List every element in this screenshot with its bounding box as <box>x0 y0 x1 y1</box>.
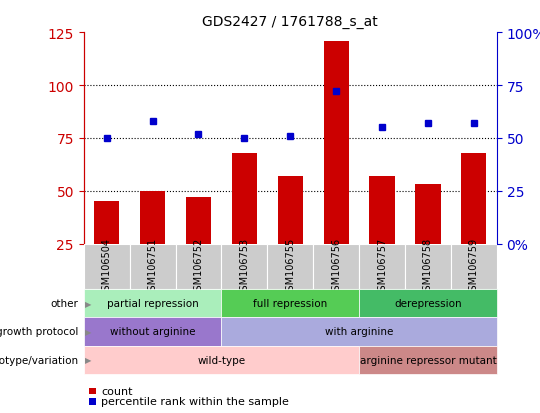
Text: genotype/variation: genotype/variation <box>0 355 78 365</box>
Text: wild-type: wild-type <box>197 355 246 365</box>
Bar <box>278 176 303 244</box>
Bar <box>140 191 165 244</box>
Text: GSM106758: GSM106758 <box>423 237 433 296</box>
Bar <box>323 41 349 244</box>
Text: ▶: ▶ <box>85 299 91 308</box>
Bar <box>405 244 451 290</box>
Text: derepression: derepression <box>394 299 462 309</box>
Text: ▶: ▶ <box>85 327 91 336</box>
Text: GSM106752: GSM106752 <box>193 237 204 297</box>
Bar <box>369 176 395 244</box>
Bar <box>221 244 267 290</box>
Bar <box>461 153 487 244</box>
Bar <box>451 244 497 290</box>
Bar <box>359 244 405 290</box>
Text: full repression: full repression <box>253 299 327 309</box>
Text: count: count <box>101 386 132 396</box>
Bar <box>186 198 211 244</box>
Text: percentile rank within the sample: percentile rank within the sample <box>101 396 289 406</box>
Text: with arginine: with arginine <box>325 327 393 337</box>
Bar <box>232 153 257 244</box>
Bar <box>313 244 359 290</box>
Text: arginine repressor mutant: arginine repressor mutant <box>360 355 496 365</box>
Text: GSM106751: GSM106751 <box>147 237 158 296</box>
Text: other: other <box>50 299 78 309</box>
Bar <box>84 244 130 290</box>
Text: growth protocol: growth protocol <box>0 327 78 337</box>
Text: without arginine: without arginine <box>110 327 195 337</box>
Title: GDS2427 / 1761788_s_at: GDS2427 / 1761788_s_at <box>202 15 378 29</box>
Text: GSM106757: GSM106757 <box>377 237 387 297</box>
Bar <box>94 202 119 244</box>
Text: GSM106756: GSM106756 <box>331 237 341 296</box>
Text: ▶: ▶ <box>85 355 91 364</box>
Bar <box>176 244 221 290</box>
Text: GSM106755: GSM106755 <box>285 237 295 297</box>
Bar <box>130 244 176 290</box>
Bar <box>267 244 313 290</box>
Text: GSM106759: GSM106759 <box>469 237 479 296</box>
Text: GSM106504: GSM106504 <box>102 237 112 296</box>
Text: partial repression: partial repression <box>107 299 198 309</box>
Bar <box>415 185 441 244</box>
Text: GSM106753: GSM106753 <box>239 237 249 296</box>
